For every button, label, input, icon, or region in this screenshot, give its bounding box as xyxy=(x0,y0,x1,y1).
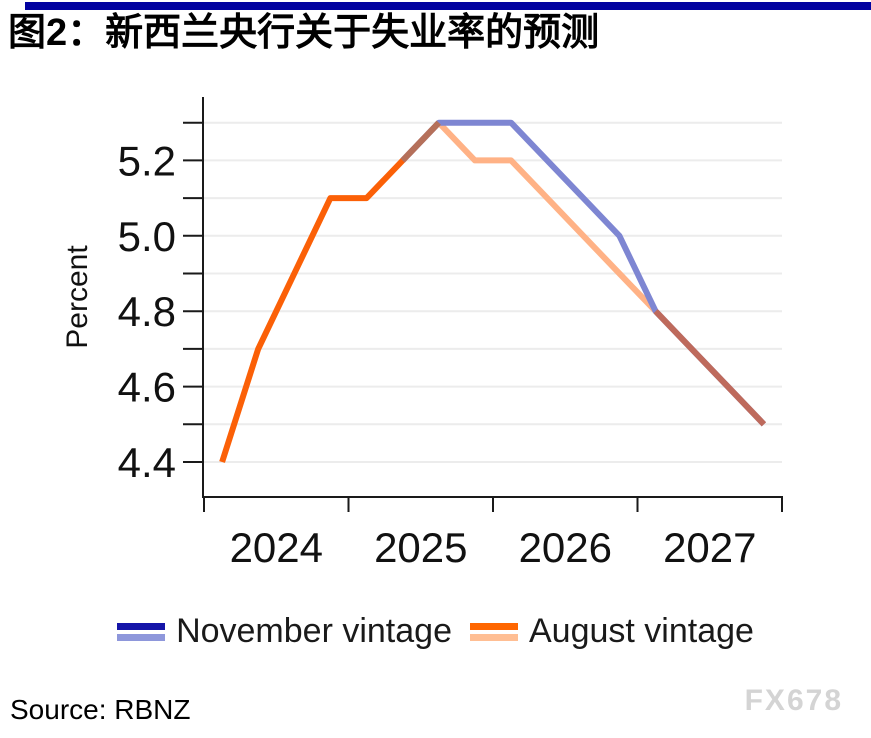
y-tick-label: 5.2 xyxy=(118,137,176,184)
legend-item-august: August vintage xyxy=(469,612,754,651)
legend-swatch xyxy=(117,622,166,641)
y-tick-label: 4.6 xyxy=(118,364,176,411)
legend-label: August vintage xyxy=(528,612,754,650)
title-accent-bar xyxy=(25,2,871,10)
x-tick-label: 2024 xyxy=(230,524,323,571)
chart-title: 图2：新西兰央行关于失业率的预测 xyxy=(8,12,600,54)
legend-line-sample xyxy=(117,633,166,641)
legend-swatch xyxy=(469,622,518,641)
legend-label: November vintage xyxy=(176,612,452,650)
series-august-history xyxy=(219,120,441,463)
legend-line-sample xyxy=(469,622,518,630)
chart-legend: November vintage August vintage xyxy=(0,612,871,651)
x-tick-label: 2025 xyxy=(374,524,467,571)
x-tick-label: 2026 xyxy=(519,524,612,571)
y-tick-label: 5.0 xyxy=(118,213,176,260)
watermark: FX678 xyxy=(744,684,843,717)
source-note: Source: RBNZ xyxy=(10,694,191,725)
y-tick-label: 4.8 xyxy=(118,288,176,335)
legend-item-november: November vintage xyxy=(117,612,452,651)
legend-line-sample xyxy=(469,633,518,641)
x-tick-label: 2027 xyxy=(663,524,756,571)
series-overlap xyxy=(653,309,767,427)
y-axis-label: Percent xyxy=(61,245,94,349)
y-tick-label: 4.4 xyxy=(118,439,176,486)
legend-line-sample xyxy=(117,622,166,630)
series-overlap xyxy=(400,120,441,163)
